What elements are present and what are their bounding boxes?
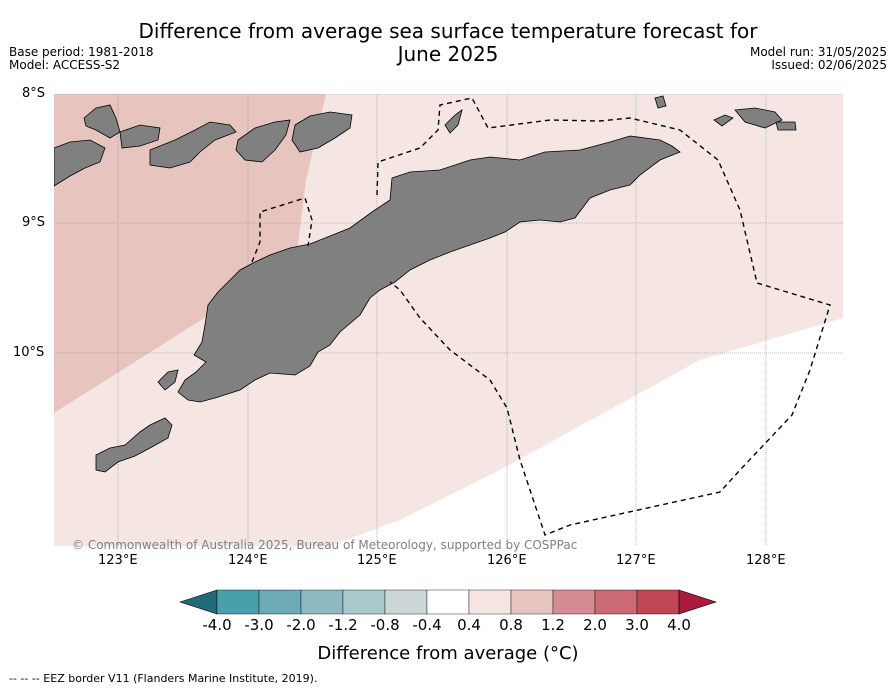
colorbar-max-arrow [678,589,717,615]
colorbar-tick-label: -3.0 [244,616,274,634]
land-island-b [235,119,291,163]
lon-label-123e: 123°E [98,553,138,568]
colorbar-tick-label: -0.8 [370,616,400,634]
colorbar-bin [342,589,386,615]
colorbar-bin [552,589,596,615]
colorbar-bin [216,589,260,615]
model-name: Model: ACCESS-S2 [9,58,121,72]
land-island-d [444,109,463,134]
land-timor [177,135,681,403]
title-line-2: June 2025 [397,42,499,66]
colorbar-bin [384,589,428,615]
anomaly-neutral-region [330,318,843,546]
colorbar-bin [258,589,302,615]
issued-date: Issued: 02/06/2025 [771,58,887,72]
land-roti [95,417,173,473]
lat-label-9s: 9°S [22,215,46,230]
title-line-1: Difference from average sea surface temp… [138,19,758,43]
land-island-g [713,114,734,127]
colorbar-min-arrow [179,589,218,615]
lon-label-125e: 125°E [357,553,397,568]
eez-footnote: -- -- -- EEZ border V11 (Flanders Marine… [9,672,318,685]
land-alor [54,139,106,187]
colorbar-tick-label: -4.0 [202,616,232,634]
land-island-f [734,107,783,129]
chart-title: Difference from average sea surface temp… [0,20,896,66]
eez-border [251,197,313,263]
colorbar-bin [468,589,512,615]
colorbar-tick-label: 4.0 [667,616,691,634]
colorbar-bin [426,589,470,615]
land-pantar [119,124,161,149]
colorbar-tick-label: 2.0 [583,616,607,634]
anomaly-warm-region [54,94,326,413]
lon-label-128e: 128°E [746,553,786,568]
meta-right: Model run: 31/05/2025 Issued: 02/06/2025 [750,46,887,72]
colorbar-bin [594,589,638,615]
lat-label-8s: 8°S [22,86,46,101]
colorbar-bin [510,589,554,615]
land-island-a [149,121,237,169]
lon-label-127e: 127°E [616,553,656,568]
colorbar-tick-label: 3.0 [625,616,649,634]
land-semau [157,369,179,391]
colorbar-tick-label: -2.0 [286,616,316,634]
colorbar-tick-label: -1.2 [328,616,358,634]
copyright-notice: © Commonwealth of Australia 2025, Bureau… [72,538,578,552]
base-period: Base period: 1981-2018 [9,45,154,59]
lon-label-124e: 124°E [228,553,268,568]
colorbar-tick-label: 0.4 [457,616,481,634]
land-island-h [775,121,797,131]
colorbar-bin [636,589,680,615]
colorbar-label: Difference from average (°C) [317,643,579,664]
colorbar-graphic [179,589,717,615]
model-run: Model run: 31/05/2025 [749,45,887,59]
eez-border-east [376,97,831,536]
lon-label-126e: 126°E [487,553,527,568]
lat-label-10s: 10°S [13,345,45,360]
colorbar-tick-label: 1.2 [541,616,565,634]
colorbar-tick-label: 0.8 [499,616,523,634]
meta-left: Base period: 1981-2018 Model: ACCESS-S2 [9,46,154,72]
land-island-e [654,95,667,109]
colorbar-bin [300,589,344,615]
land-wetar [291,111,353,153]
colorbar-tick-label: -0.4 [412,616,442,634]
land-island-c [83,104,121,139]
